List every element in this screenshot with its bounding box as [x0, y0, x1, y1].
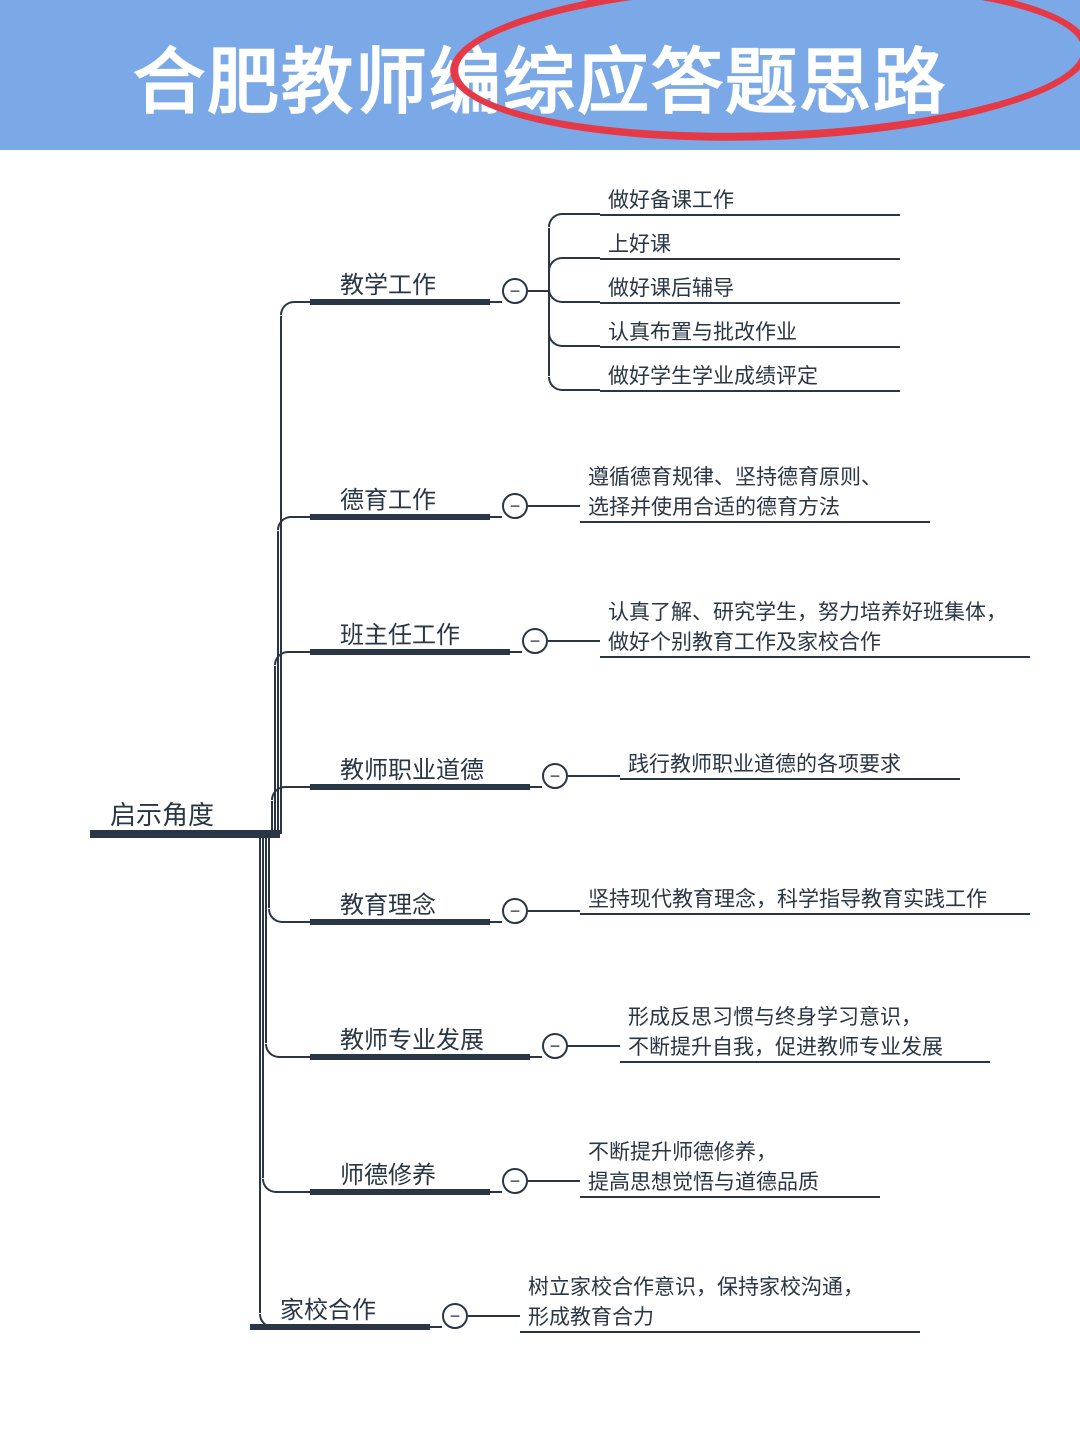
leaf-corner-b1-1: [548, 257, 562, 271]
btn-to-trunk-b1: [528, 290, 549, 292]
leaf-conn-b2-0: [528, 505, 580, 507]
leaf-text-b1-2: 做好课后辅导: [608, 274, 734, 304]
leaf-text-b6-0: 形成反思习惯与终身学习意识，不断提升自我，促进教师专业发展: [628, 1003, 943, 1064]
branch-label-b5: 教育理念: [340, 885, 436, 920]
branch-underline-b4: [310, 784, 530, 790]
connector-h-b5: [282, 921, 310, 923]
leaf-corner-b1-2: [548, 289, 562, 303]
connector-h-b1: [294, 301, 310, 303]
leaf-corner-b1-0: [548, 213, 562, 227]
branch-label-b3: 班主任工作: [340, 615, 460, 650]
branch-label-b4: 教师职业道德: [340, 750, 484, 785]
collapse-btn-b2[interactable]: −: [502, 493, 528, 519]
branch-label-b6: 教师专业发展: [340, 1020, 484, 1055]
leaf-text-b1-3: 认真布置与批改作业: [608, 318, 797, 348]
collapse-btn-b1[interactable]: −: [502, 278, 528, 304]
branch-label-b2: 德育工作: [340, 480, 436, 515]
leaf-text-b1-4: 做好学生学业成绩评定: [608, 362, 818, 392]
leaf-underline-b2-0: [580, 521, 930, 523]
leaf-text-b4-0: 践行教师职业道德的各项要求: [628, 750, 901, 780]
leaf-conn-b5-0: [528, 910, 580, 912]
branch-to-btn-b2: [490, 516, 502, 518]
branch-label-b1: 教学工作: [340, 265, 436, 300]
connector-v-b4: [271, 801, 273, 834]
branch-underline-b5: [310, 919, 490, 925]
leaf-text-b8-0: 树立家校合作意识，保持家校沟通，形成教育合力: [528, 1273, 864, 1334]
leaf-text-b2-0: 遵循德育规律、坚持德育原则、选择并使用合适的德育方法: [588, 463, 882, 524]
branch-underline-b6: [310, 1054, 530, 1060]
leaf-underline-b3-0: [600, 656, 1030, 658]
root-underline: [90, 830, 280, 838]
branch-label-b8: 家校合作: [280, 1290, 376, 1325]
collapse-btn-b6[interactable]: −: [542, 1033, 568, 1059]
leaf-underline-b1-1: [600, 258, 900, 260]
leaf-corner-b1-3: [548, 333, 562, 347]
leaf-underline-b1-2: [600, 302, 900, 304]
branch-label-b7: 师德修养: [340, 1155, 436, 1190]
connector-h-b2: [291, 516, 310, 518]
branch-underline-b2: [310, 514, 490, 520]
leaf-text-b1-1: 上好课: [608, 230, 671, 260]
leaf-h-b1-4: [562, 389, 600, 391]
leaf-trunk-b1: [548, 228, 550, 376]
branch-to-btn-b8: [430, 1326, 442, 1328]
collapse-btn-b7[interactable]: −: [502, 1168, 528, 1194]
connector-h-b4: [285, 786, 310, 788]
leaf-underline-b7-0: [580, 1196, 880, 1198]
leaf-underline-b5-0: [580, 913, 1030, 915]
leaf-h-b1-1: [562, 257, 600, 259]
leaf-corner-b1-4: [548, 377, 562, 391]
leaf-conn-b6-0: [568, 1045, 620, 1047]
branch-to-btn-b4: [530, 786, 542, 788]
leaf-h-b1-3: [562, 345, 600, 347]
branch-to-btn-b3: [510, 651, 522, 653]
connector-corner-b7: [262, 1179, 276, 1193]
connector-v-b5: [268, 834, 270, 908]
red-circle-annotation: [447, 0, 1080, 151]
connector-h-b3: [288, 651, 310, 653]
branch-to-btn-b5: [490, 921, 502, 923]
branch-underline-b8: [250, 1324, 430, 1330]
connector-corner-b5: [268, 909, 282, 923]
leaf-text-b1-0: 做好备课工作: [608, 186, 734, 216]
leaf-text-b5-0: 坚持现代教育理念，科学指导教育实践工作: [588, 885, 987, 915]
leaf-conn-b8-0: [468, 1315, 520, 1317]
leaf-underline-b8-0: [520, 1331, 920, 1333]
connector-corner-b1: [280, 301, 294, 315]
connector-h-b7: [276, 1191, 310, 1193]
leaf-h-b1-2: [562, 301, 600, 303]
connector-corner-b6: [265, 1044, 279, 1058]
leaf-conn-b4-0: [568, 775, 620, 777]
collapse-btn-b3[interactable]: −: [522, 628, 548, 654]
branch-underline-b1: [310, 299, 490, 305]
branch-to-btn-b7: [490, 1191, 502, 1193]
collapse-btn-b4[interactable]: −: [542, 763, 568, 789]
leaf-conn-b7-0: [528, 1180, 580, 1182]
connector-v-b7: [262, 834, 264, 1178]
leaf-underline-b1-3: [600, 346, 900, 348]
connector-v-b3: [274, 666, 276, 834]
branch-to-btn-b1: [490, 301, 502, 303]
connector-v-b6: [265, 834, 267, 1043]
connector-h-b6: [279, 1056, 310, 1058]
title-banner: 合肥教师编综应答题思路: [0, 0, 1080, 150]
mindmap-diagram: 启示角度 教学工作 − 做好备课工作上好课做好课后辅导认真布置与批改作业做好学生学业成…: [0, 170, 1080, 1440]
branch-to-btn-b6: [530, 1056, 542, 1058]
branch-underline-b7: [310, 1189, 490, 1195]
connector-v-b8: [259, 834, 261, 1313]
leaf-underline-b4-0: [620, 778, 960, 780]
branch-underline-b3: [310, 649, 510, 655]
leaf-underline-b1-0: [600, 214, 900, 216]
leaf-text-b3-0: 认真了解、研究学生，努力培养好班集体，做好个别教育工作及家校合作: [608, 598, 1007, 659]
root-label: 启示角度: [110, 795, 214, 832]
leaf-text-b7-0: 不断提升师德修养，提高思想觉悟与道德品质: [588, 1138, 819, 1199]
collapse-btn-b5[interactable]: −: [502, 898, 528, 924]
leaf-underline-b1-4: [600, 390, 900, 392]
leaf-conn-b3-0: [548, 640, 600, 642]
collapse-btn-b8[interactable]: −: [442, 1303, 468, 1329]
connector-v-b1: [280, 316, 282, 834]
leaf-underline-b6-0: [620, 1061, 990, 1063]
leaf-h-b1-0: [562, 213, 600, 215]
